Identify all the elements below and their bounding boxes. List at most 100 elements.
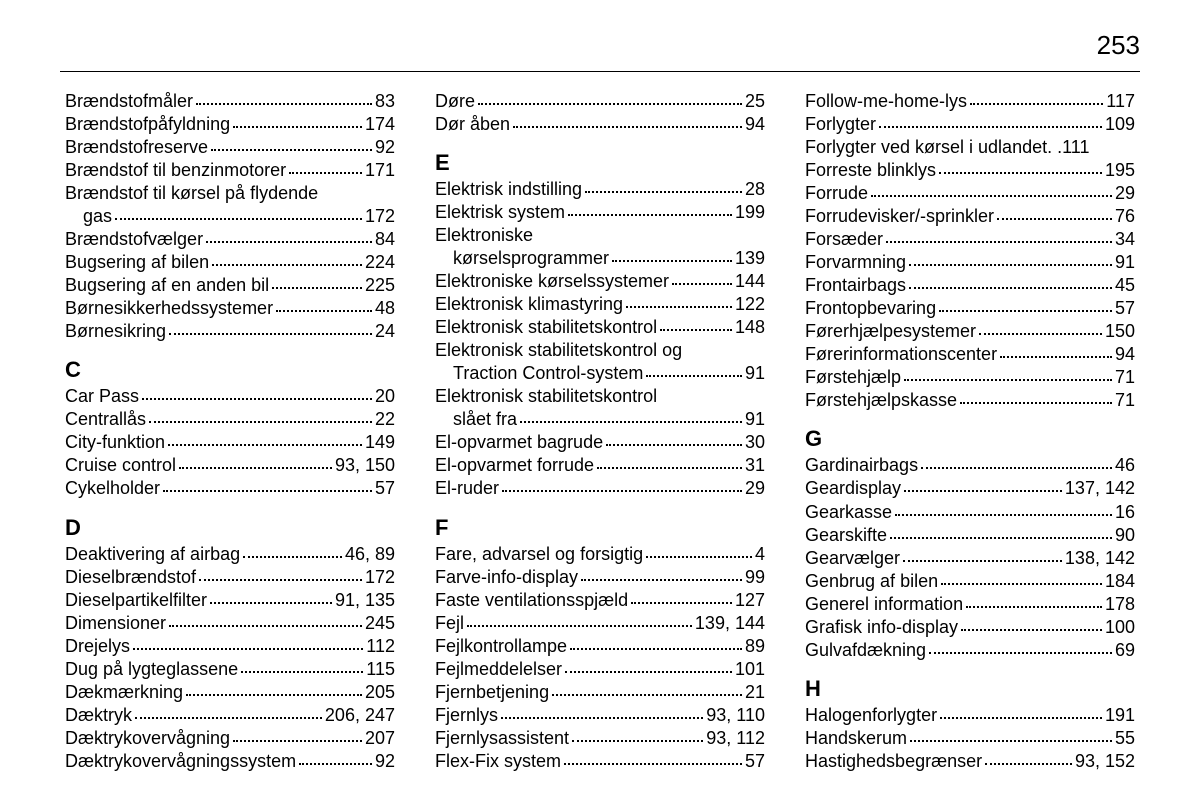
- index-entry-label: Gearskifte: [805, 524, 887, 547]
- index-entry-pages: 245: [365, 612, 395, 635]
- leader-dots: [985, 763, 1072, 765]
- section-letter: F: [435, 515, 765, 541]
- index-entry: Dæktrykovervågningssystem92: [65, 750, 395, 773]
- index-entry: Elektroniskekørselsprogrammer139: [435, 224, 765, 270]
- leader-dots: [886, 241, 1112, 243]
- index-entry: Generel information178: [805, 593, 1135, 616]
- index-entry-label: Elektrisk system: [435, 201, 565, 224]
- index-entry: Førerhjælpesystemer 150: [805, 320, 1135, 343]
- index-entry-pages: 93, 112: [706, 727, 765, 750]
- leader-dots: [168, 444, 362, 446]
- index-entry: Fjernlysassistent93, 112: [435, 727, 765, 750]
- index-entry-pages: 20: [375, 385, 395, 408]
- leader-dots: [169, 333, 372, 335]
- index-entry-pages: 195: [1105, 159, 1135, 182]
- index-entry-label-cont: gas: [83, 205, 112, 228]
- index-entry: Fejl139, 144: [435, 612, 765, 635]
- index-entry: Car Pass20: [65, 385, 395, 408]
- index-entry: Drejelys112: [65, 635, 395, 658]
- index-entry-label: Grafisk info-display: [805, 616, 958, 639]
- index-entry-pages: 71: [1115, 366, 1135, 389]
- index-entry-label: Deaktivering af airbag: [65, 543, 240, 566]
- index-entry-label: Brændstofpåfyldning: [65, 113, 230, 136]
- leader-dots: [212, 264, 362, 266]
- index-entry-label: Brændstof til kørsel på flydende: [65, 182, 395, 205]
- column-3: Follow-me-home-lys117Forlygter109Forlygt…: [805, 90, 1135, 773]
- index-entry-pages: 205: [365, 681, 395, 704]
- index-entry-pages: 90: [1115, 524, 1135, 547]
- leader-dots: [233, 740, 362, 742]
- index-entry: Førstehjælpskasse71: [805, 389, 1135, 412]
- index-entry-pages: 139, 144: [695, 612, 765, 635]
- index-entry-pages: 199: [735, 201, 765, 224]
- index-entry-label: Forlygter ved kørsel i udlandet: [805, 136, 1047, 159]
- index-entry-label: Elektronisk stabilitetskontrol: [435, 385, 765, 408]
- index-entry: Cykelholder57: [65, 477, 395, 500]
- index-entry: Førerinformationscenter94: [805, 343, 1135, 366]
- leader-dots: [646, 556, 752, 558]
- index-entry-pages: 171: [365, 159, 395, 182]
- index-entry-label: Førerhjælpesystemer: [805, 320, 976, 343]
- index-entry-pages: 138, 142: [1065, 547, 1135, 570]
- index-entry: Dør åben94: [435, 113, 765, 136]
- leader-dots: [299, 763, 372, 765]
- index-entry: Forlygter ved kørsel i udlandet . . 111: [805, 136, 1135, 159]
- leader-dots: [206, 241, 372, 243]
- index-entry: Elektronisk stabilitetskontrol148: [435, 316, 765, 339]
- index-entry-pages: 91: [1115, 251, 1135, 274]
- index-entry-pages: 94: [1115, 343, 1135, 366]
- index-entry-pages: 122: [735, 293, 765, 316]
- index-entry-pages: 29: [1115, 182, 1135, 205]
- leader-dots: [910, 740, 1112, 742]
- index-entry-label: Elektrisk indstilling: [435, 178, 582, 201]
- index-entry: Fjernbetjening21: [435, 681, 765, 704]
- index-entry-pages: 117: [1106, 90, 1135, 113]
- leader-dots: [970, 103, 1103, 105]
- index-entry: Forrude29: [805, 182, 1135, 205]
- leader-dots: [568, 214, 732, 216]
- index-entry: Dæktrykovervågning207: [65, 727, 395, 750]
- index-entry: Farve-info-display99: [435, 566, 765, 589]
- index-entry-label: Faste ventilationsspjæld: [435, 589, 628, 612]
- index-entry-pages: 172: [365, 205, 395, 228]
- index-entry-pages: 93, 110: [706, 704, 765, 727]
- index-entry: Dieselpartikelfilter91, 135: [65, 589, 395, 612]
- index-entry: Dieselbrændstof172: [65, 566, 395, 589]
- leader-dots: [597, 467, 742, 469]
- leader-dots: [1000, 356, 1112, 358]
- index-entry: Fejlmeddelelser101: [435, 658, 765, 681]
- leader-dots: [520, 421, 742, 423]
- index-entry-pages: 149: [365, 431, 395, 454]
- index-entry-pages: 150: [1105, 320, 1135, 343]
- index-entry-label: Elektroniske kørselssystemer: [435, 270, 669, 293]
- index-entry-label: Dør åben: [435, 113, 510, 136]
- index-entry-pages: 139: [735, 247, 765, 270]
- index-entry-pages: 31: [745, 454, 765, 477]
- index-entry: Brændstofmåler83: [65, 90, 395, 113]
- leader-dots: [909, 264, 1112, 266]
- leader-dots: [921, 467, 1112, 469]
- index-entry: Forsæder34: [805, 228, 1135, 251]
- leader-dots: [903, 560, 1062, 562]
- index-entry-label: City-funktion: [65, 431, 165, 454]
- leader-dots: [890, 537, 1112, 539]
- leader-dots: [572, 740, 703, 742]
- index-entry-pages: 30: [745, 431, 765, 454]
- leader-dots: [133, 648, 363, 650]
- index-entry-label: Fjernbetjening: [435, 681, 549, 704]
- index-entry-label-cont: Traction Control-system: [453, 362, 643, 385]
- index-entry-label: Forreste blinklys: [805, 159, 936, 182]
- page-number: 253: [40, 30, 1160, 61]
- leader-dots: [564, 763, 742, 765]
- index-entry-pages: 100: [1105, 616, 1135, 639]
- index-entry-pages: 111: [1062, 136, 1089, 159]
- index-entry: Dækmærkning205: [65, 681, 395, 704]
- section-letter: D: [65, 515, 395, 541]
- index-entry: Gearskifte 90: [805, 524, 1135, 547]
- index-entry-pages: 55: [1115, 727, 1135, 750]
- leader-dots: [646, 375, 742, 377]
- leader-dots: [672, 283, 732, 285]
- index-entry-pages: 69: [1115, 639, 1135, 662]
- column-1: Brændstofmåler83Brændstofpåfyldning174Br…: [65, 90, 395, 773]
- index-entry-label: Gearvælger: [805, 547, 900, 570]
